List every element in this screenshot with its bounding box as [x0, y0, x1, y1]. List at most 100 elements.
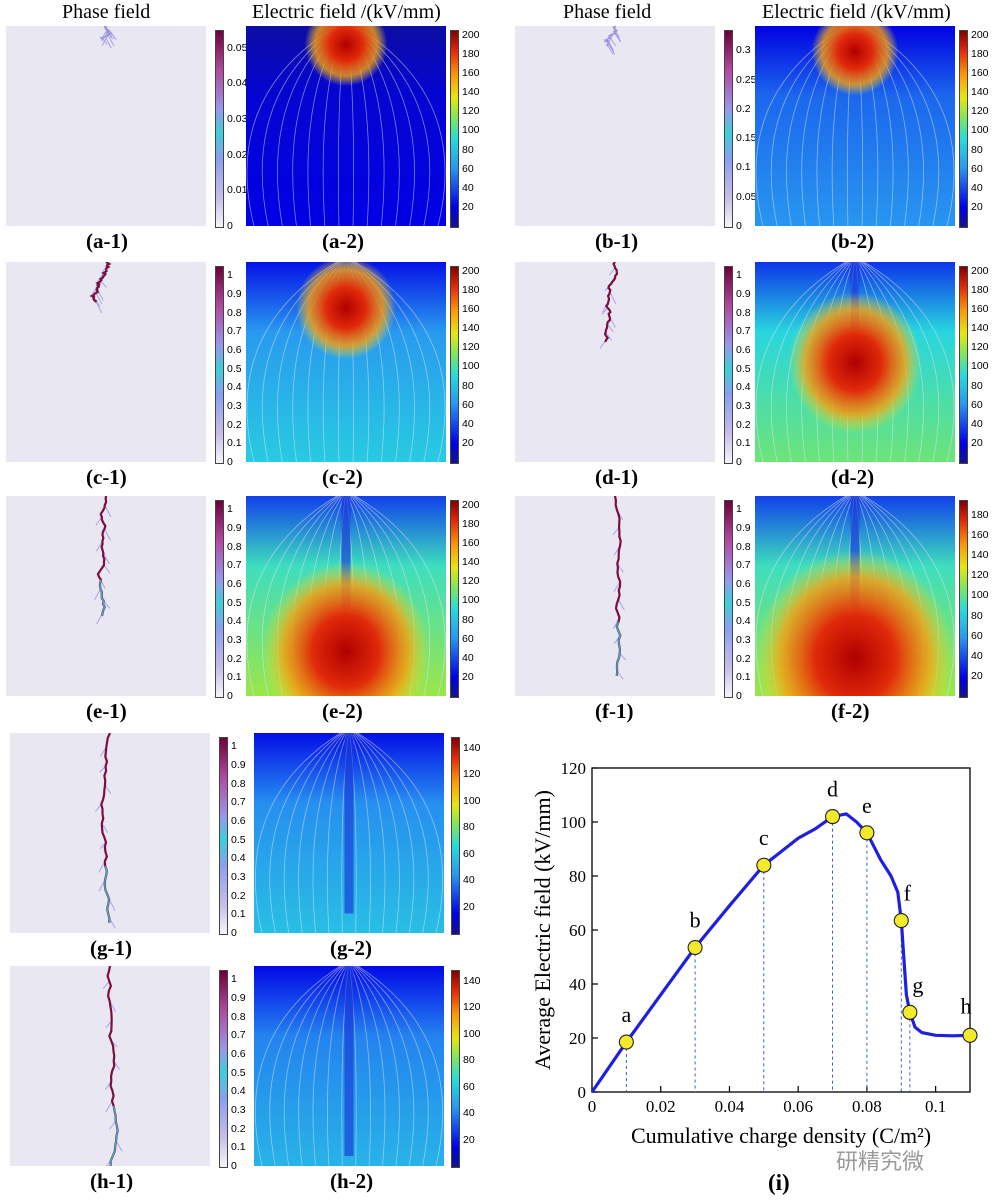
phase-colorbar-tick: 0	[736, 220, 742, 232]
caption-d-1: (d-1)	[595, 465, 639, 489]
caption-d-2: (d-2)	[831, 465, 875, 489]
phase-colorbar-tick: 0.1	[227, 437, 242, 450]
phase-colorbar-tick: 0.6	[231, 815, 246, 827]
field-colorbar-tick: 180	[462, 47, 480, 60]
field-colorbar-tick: 140	[971, 322, 989, 335]
field-colorbar-tick: 120	[463, 1001, 481, 1014]
phase-colorbar-tick: 1	[227, 503, 233, 516]
field-colorbar-tick: 80	[971, 379, 983, 392]
phase-colorbar-tick: 0.02	[227, 148, 248, 161]
field-vs-charge-chart: 0 0.02 0.04 0.06 0.08 0.1 0 20 40 60 80 100 120 a b c d…	[530, 759, 978, 1148]
field-colorbar-tick: 140	[971, 549, 989, 562]
field-colorbar-tick: 60	[462, 632, 474, 645]
field-colorbar-b	[959, 30, 968, 228]
field-colorbar-tick: 140	[463, 974, 481, 987]
field-colorbar-tick: 100	[462, 360, 480, 373]
phase-colorbar-tick: 0	[231, 1160, 237, 1172]
phase-colorbar-tick: 1	[736, 269, 742, 282]
data-point-d	[824, 809, 841, 825]
phase-colorbar-tick: 0.9	[736, 288, 751, 300]
field-colorbar-tick: 60	[971, 162, 983, 175]
x-axis-label: Cumulative charge density (C/m²)	[631, 1123, 931, 1148]
data-point-e	[859, 825, 875, 841]
phase-colorbar-tick: 0.2	[231, 889, 246, 902]
phase-colorbar-tick: 0.2	[227, 652, 242, 665]
field-colorbar-tick: 80	[462, 613, 474, 626]
phase-colorbar-tick: 0.3	[736, 634, 751, 646]
phase-colorbar-tick: 0.7	[231, 1029, 246, 1042]
phase-colorbar-tick: 0.2	[736, 102, 751, 115]
phase-colorbar-tick: 0.4	[736, 381, 751, 394]
field-colorbar-tick: 140	[462, 322, 480, 335]
electric-field-panel-g	[254, 732, 444, 934]
field-map-a	[246, 2, 446, 227]
field-colorbar-tick: 160	[971, 303, 989, 316]
phase-colorbar-tick: 0.9	[227, 522, 242, 534]
field-colorbar-tick: 60	[971, 629, 983, 642]
y-tick-label: 80	[569, 867, 586, 886]
y-tick-label: 20	[569, 1029, 586, 1048]
phase-field-panel-d	[515, 261, 715, 462]
phase-colorbar-tick: 0.3	[231, 871, 246, 883]
data-point-c	[756, 857, 772, 873]
field-colorbar-tick: 100	[463, 1027, 481, 1040]
y-tick-label: 40	[569, 975, 586, 994]
crack-path-g	[94, 732, 116, 929]
field-map-d	[755, 261, 955, 463]
field-colorbar-tick: 80	[462, 143, 474, 156]
phase-colorbar-tick: 0.6	[227, 578, 242, 590]
phase-colorbar-tick: 0	[736, 456, 742, 468]
electric-field-header-right: Electric field /(kV/mm)	[762, 1, 951, 23]
phase-field-panel-e	[6, 495, 206, 696]
phase-colorbar-tick: 0.4	[231, 852, 246, 865]
phase-colorbar-tick: 0.1	[231, 1141, 246, 1154]
field-colorbar-tick: 160	[971, 67, 989, 80]
phase-colorbar-tick: 0.9	[736, 522, 751, 534]
y-tick-label: 60	[569, 921, 586, 940]
field-map-f	[755, 495, 955, 767]
caption-c-1: (c-1)	[86, 465, 127, 489]
field-colorbar-tick: 20	[462, 670, 474, 683]
phase-colorbar-b	[724, 30, 733, 228]
field-colorbar-tick: 160	[971, 529, 989, 542]
phase-colorbar-tick: 0.8	[227, 540, 242, 553]
series-line	[590, 812, 971, 1093]
y-tick-label: 100	[561, 813, 587, 832]
phase-colorbar-tick: 0	[227, 220, 233, 232]
field-map-b	[755, 7, 955, 227]
field-colorbar-tick: 20	[463, 900, 475, 913]
phase-colorbar-tick: 0.15	[736, 132, 757, 145]
phase-colorbar-tick: 0.8	[231, 777, 246, 790]
field-colorbar-g	[451, 737, 460, 935]
field-colorbar-tick: 40	[971, 417, 983, 430]
caption-b-1: (b-1)	[595, 229, 639, 253]
field-colorbar-tick: 40	[462, 417, 474, 430]
phase-colorbar-tick: 1	[736, 503, 742, 516]
phase-colorbar-tick: 0.8	[227, 306, 242, 319]
point-label-a: a	[621, 1002, 631, 1027]
field-colorbar-tick: 180	[971, 283, 989, 296]
field-colorbar-tick: 40	[462, 651, 474, 664]
field-colorbar-tick: 200	[462, 28, 480, 41]
phase-colorbar-tick: 0.7	[227, 559, 242, 572]
field-colorbar-a	[450, 30, 459, 228]
field-colorbar-tick: 20	[463, 1133, 475, 1146]
phase-colorbar-tick: 0.9	[231, 759, 246, 771]
phase-colorbar-tick: 0.2	[227, 418, 242, 431]
phase-colorbar-tick: 1	[227, 269, 233, 282]
phase-colorbar-tick: 0.4	[227, 381, 242, 394]
field-colorbar-tick: 200	[462, 498, 480, 511]
phase-colorbar-tick: 0.01	[227, 184, 248, 197]
field-colorbar-tick: 200	[971, 28, 989, 41]
phase-colorbar-tick: 0	[231, 927, 237, 939]
phase-colorbar-tick: 0.8	[736, 306, 751, 319]
field-colorbar-tick: 80	[971, 609, 983, 622]
field-map-c	[246, 256, 446, 463]
phase-colorbar-d	[724, 266, 733, 464]
field-colorbar-tick: 60	[971, 398, 983, 411]
phase-colorbar-g	[219, 737, 228, 935]
phase-colorbar-tick: 0.7	[227, 325, 242, 338]
field-colorbar-tick: 20	[462, 200, 474, 213]
phase-colorbar-tick: 0.7	[736, 559, 751, 572]
phase-colorbar-tick: 1	[231, 740, 237, 753]
